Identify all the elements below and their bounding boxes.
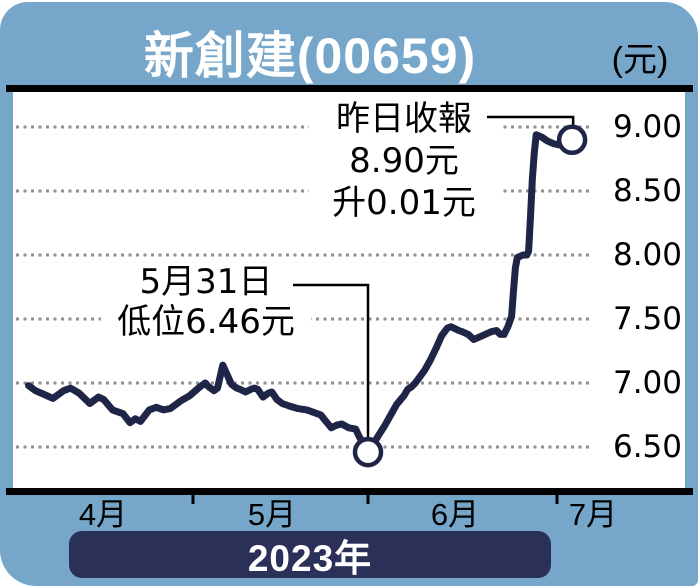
y-axis-label: 9.00 bbox=[612, 109, 682, 145]
annotation-low-note: 5月31日 低位6.46元 bbox=[101, 262, 311, 342]
annotation-close-note: 昨日收報 8.90元 升0.01元 bbox=[309, 98, 499, 224]
year-banner: 2023年 bbox=[69, 531, 551, 579]
x-axis-label: 4月 bbox=[78, 497, 128, 532]
x-axis-label: 6月 bbox=[430, 497, 480, 532]
y-axis-label: 7.50 bbox=[612, 301, 682, 337]
header-divider-line bbox=[6, 85, 693, 92]
y-axis-label: 8.00 bbox=[612, 237, 682, 273]
x-axis-line bbox=[6, 488, 693, 495]
chart-title: 新創建(00659) bbox=[143, 28, 477, 84]
year-label: 2023年 bbox=[247, 537, 373, 579]
y-axis-label: 6.50 bbox=[612, 429, 682, 465]
price-unit-label: (元) bbox=[611, 41, 669, 79]
annotation-low-line2: 低位6.46元 bbox=[117, 302, 295, 342]
x-axis-label: 5月 bbox=[247, 497, 297, 532]
y-axis-label: 8.50 bbox=[612, 173, 682, 209]
annotation-low-line1: 5月31日 bbox=[139, 262, 273, 302]
annotation-close-line3: 升0.01元 bbox=[332, 183, 476, 223]
annotation-close-line2: 8.90元 bbox=[349, 141, 459, 181]
x-axis-label: 7月 bbox=[568, 497, 618, 532]
annotation-close-line1: 昨日收報 bbox=[336, 99, 472, 139]
y-axis-label: 7.00 bbox=[612, 365, 682, 401]
